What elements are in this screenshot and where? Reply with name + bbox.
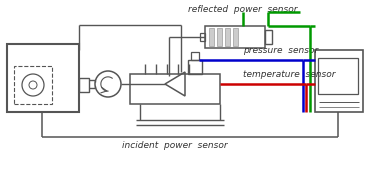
Bar xyxy=(233,28,238,46)
Text: temperature  sensor: temperature sensor xyxy=(243,70,336,79)
Bar xyxy=(265,30,272,44)
Bar xyxy=(130,74,220,104)
Bar xyxy=(205,26,265,48)
Bar xyxy=(217,28,222,46)
Bar xyxy=(188,60,202,74)
Text: reflected  power  sensor: reflected power sensor xyxy=(188,5,298,14)
Bar xyxy=(209,28,214,46)
Text: incident  power  sensor: incident power sensor xyxy=(122,141,228,150)
Bar xyxy=(79,78,89,92)
Bar xyxy=(200,33,205,41)
Bar xyxy=(315,50,363,112)
Bar xyxy=(7,44,79,112)
Bar xyxy=(14,66,52,104)
Bar xyxy=(225,28,230,46)
Text: pressure  sensor: pressure sensor xyxy=(243,46,318,55)
Bar xyxy=(318,58,358,94)
Bar xyxy=(191,52,199,60)
